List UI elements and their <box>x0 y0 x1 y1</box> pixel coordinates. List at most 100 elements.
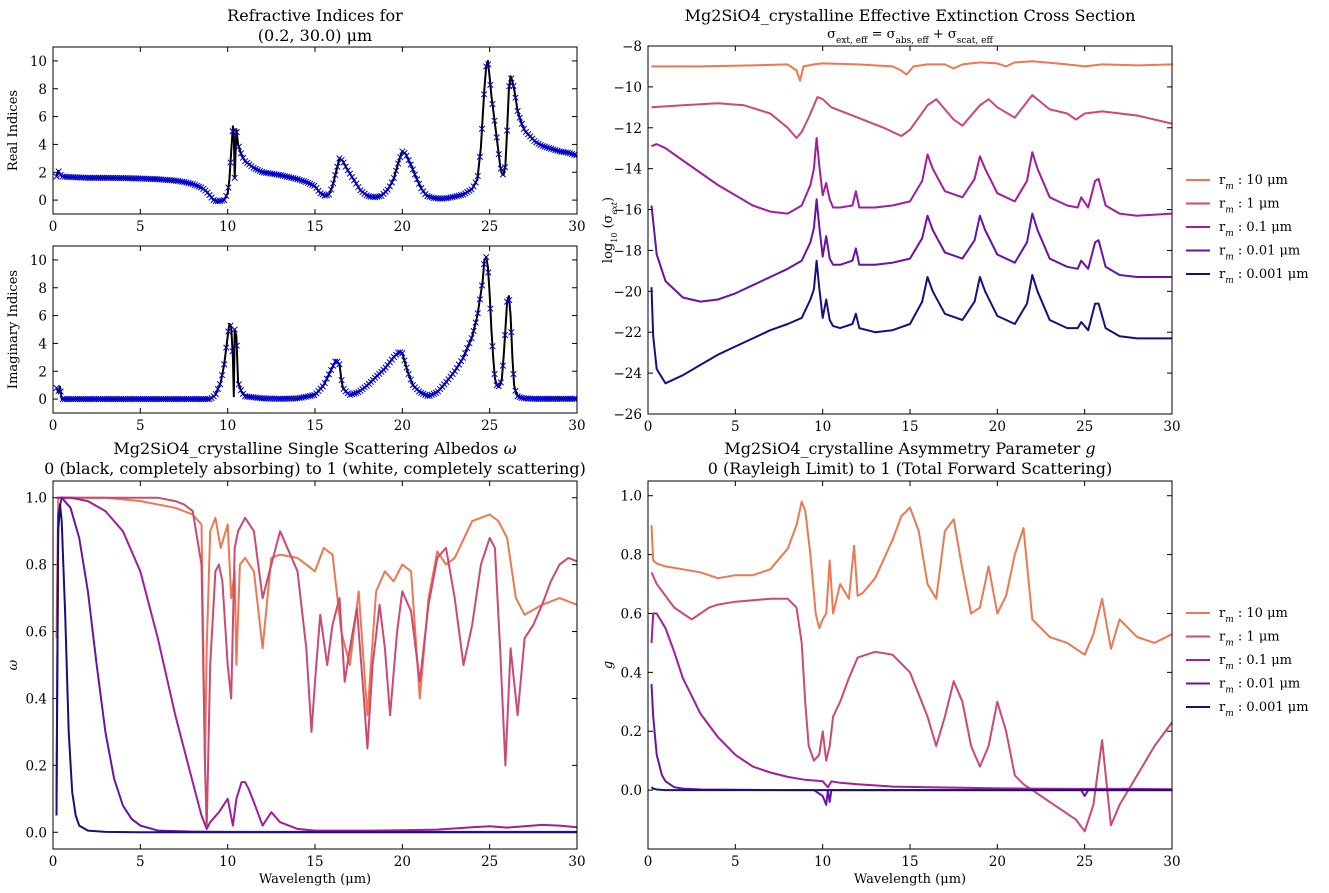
y-axis-label: g <box>601 661 616 669</box>
x-tick-label: 0 <box>49 854 58 870</box>
chart-asym: Mg2SiO4_crystalline Asymmetry Parameter … <box>601 439 1309 887</box>
data-marker <box>332 358 339 365</box>
data-marker <box>237 387 245 394</box>
data-marker <box>298 177 305 184</box>
data-marker <box>514 393 521 400</box>
x-tick-label: 10 <box>814 854 831 870</box>
data-marker <box>468 334 475 342</box>
data-marker <box>216 380 224 388</box>
data-marker <box>407 161 414 168</box>
data-marker <box>478 282 486 289</box>
data-marker <box>457 358 465 365</box>
x-tick-label: 10 <box>814 419 831 435</box>
data-marker <box>237 150 245 157</box>
legend-entry: rm : 1 μm <box>1219 197 1280 216</box>
data-marker <box>483 253 490 261</box>
chart-title-line: Refractive Indices for <box>227 6 403 25</box>
data-marker <box>418 185 425 192</box>
legend-entry: rm : 0.1 μm <box>1219 220 1292 239</box>
data-marker <box>472 179 479 186</box>
data-marker <box>319 383 326 390</box>
data-marker <box>480 260 488 268</box>
y-tick-label: 8 <box>38 82 47 98</box>
data-marker <box>478 125 486 132</box>
data-marker <box>539 142 546 150</box>
data-marker <box>514 107 521 115</box>
data-marker <box>415 180 423 187</box>
data-marker <box>348 173 356 181</box>
data-marker <box>189 180 196 188</box>
data-marker <box>501 164 509 171</box>
y-tick-label: 10 <box>30 54 47 70</box>
y-tick-label: 6 <box>38 110 47 126</box>
data-marker <box>497 379 504 386</box>
data-marker <box>332 171 339 179</box>
y-tick-label: −22 <box>614 325 643 341</box>
chart-title-line: 0 (Rayleigh Limit) to 1 (Total Forward S… <box>708 459 1113 478</box>
y-tick-label: 0.2 <box>621 724 642 740</box>
x-tick-label: 15 <box>306 219 323 235</box>
y-tick-label: 0.8 <box>621 548 642 564</box>
data-marker <box>325 191 333 198</box>
y-tick-label: 0.6 <box>26 625 47 641</box>
x-tick-label: 10 <box>219 854 236 870</box>
data-marker <box>397 349 404 356</box>
data-marker <box>294 176 301 183</box>
x-tick-label: 30 <box>1163 419 1180 435</box>
legend-entry: rm : 0.001 μm <box>1219 700 1309 719</box>
data-marker <box>466 339 473 347</box>
data-marker <box>462 350 469 357</box>
data-marker <box>451 368 458 375</box>
data-marker <box>405 156 412 164</box>
data-marker <box>334 163 341 170</box>
data-marker <box>405 370 412 378</box>
x-tick-label: 10 <box>219 219 236 235</box>
data-marker <box>233 342 240 349</box>
data-marker <box>573 395 577 402</box>
data-marker <box>411 171 419 178</box>
x-tick-label: 20 <box>394 418 411 434</box>
data-marker <box>571 151 577 158</box>
y-tick-label: 0.4 <box>621 665 642 681</box>
data-marker <box>388 179 396 186</box>
data-marker <box>363 192 370 199</box>
data-marker <box>292 175 299 182</box>
data-marker <box>501 331 509 339</box>
data-marker <box>472 319 479 326</box>
y-tick-label: 10 <box>30 253 47 269</box>
legend-entry: rm : 1 μm <box>1219 630 1280 649</box>
data-marker <box>214 385 222 393</box>
data-marker <box>355 183 362 191</box>
data-marker <box>508 329 515 336</box>
chart-title-line: Mg2SiO4_crystalline Single Scattering Al… <box>113 439 516 458</box>
x-tick-label: 20 <box>989 854 1006 870</box>
data-marker <box>476 153 484 160</box>
data-marker <box>518 120 525 127</box>
x-tick-label: 20 <box>394 219 411 235</box>
y-tick-label: 8 <box>38 281 47 297</box>
y-tick-label: −8 <box>622 39 642 55</box>
axes-frame <box>52 46 578 215</box>
chart-xsec: Mg2SiO4_crystalline Effective Extinction… <box>601 6 1309 435</box>
data-marker <box>223 344 230 351</box>
y-tick-label: 6 <box>38 309 47 325</box>
x-tick-label: 15 <box>306 418 323 434</box>
series-line-2 <box>56 496 577 832</box>
series-line-3 <box>650 198 1172 303</box>
x-tick-label: 15 <box>901 419 918 435</box>
y-axis-label: Imaginary Indices <box>6 270 21 389</box>
x-tick-label: 0 <box>49 219 58 235</box>
legend-entry: rm : 10 μm <box>1219 606 1288 625</box>
data-marker <box>470 327 477 335</box>
data-marker <box>485 61 492 68</box>
series-line-1 <box>650 571 1172 833</box>
data-marker <box>386 183 393 190</box>
y-tick-label: 0 <box>38 193 47 209</box>
data-marker <box>390 174 398 182</box>
data-marker <box>218 371 226 379</box>
y-tick-label: −12 <box>614 121 643 137</box>
series-line-4 <box>55 503 577 834</box>
data-marker <box>55 387 62 395</box>
data-marker <box>346 391 354 399</box>
